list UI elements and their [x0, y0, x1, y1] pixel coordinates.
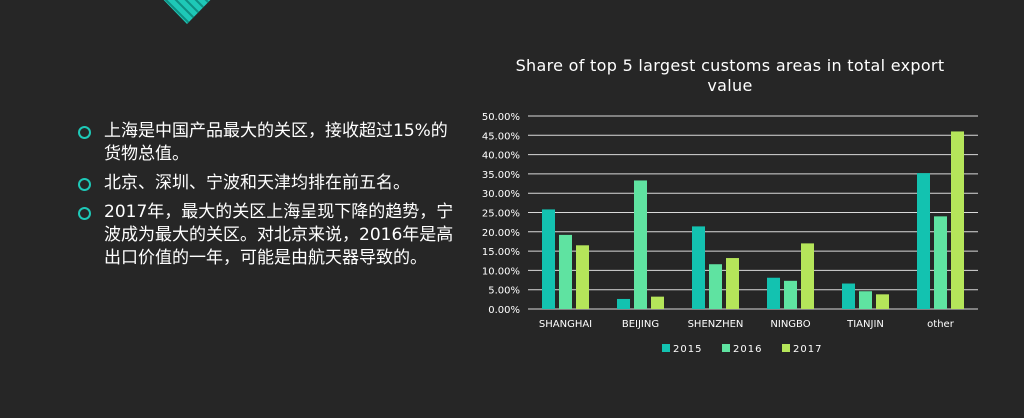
legend-swatch: [662, 344, 670, 352]
bullet-text: 北京、深圳、宁波和天津均排在前五名。: [104, 173, 410, 193]
y-tick-label: 5.00%: [488, 286, 520, 297]
bar-2015-ningbo: [767, 277, 780, 309]
bar-2016-tianjin: [859, 291, 872, 309]
legend-swatch: [782, 344, 790, 352]
bar-2017-tianjin: [876, 294, 889, 309]
y-tick-label: 40.00%: [482, 151, 520, 162]
bullet-list: 上海是中国产品最大的关区，接收超过15%的货物总值。 北京、深圳、宁波和天津均排…: [78, 120, 458, 276]
bar-2015-other: [917, 173, 930, 309]
bar-2017-beijing: [651, 296, 664, 309]
x-category-label: SHENZHEN: [688, 319, 744, 330]
bar-2017-ningbo: [801, 243, 814, 309]
x-category-label: BEIJING: [622, 319, 659, 330]
bar-2016-ningbo: [784, 280, 797, 309]
y-tick-label: 20.00%: [482, 228, 520, 239]
y-tick-label: 35.00%: [482, 170, 520, 181]
bar-2017-other: [951, 131, 964, 309]
bar-2015-shenzhen: [692, 226, 705, 309]
bullet-circle-icon: [78, 207, 91, 220]
y-tick-label: 10.00%: [482, 266, 520, 277]
legend-label: 2016: [733, 344, 762, 355]
bullet-circle-icon: [78, 178, 91, 191]
x-category-label: TIANJIN: [846, 319, 884, 330]
bullet-circle-icon: [78, 126, 91, 139]
bar-2016-shenzhen: [709, 264, 722, 309]
bar-2015-tianjin: [842, 283, 855, 309]
y-tick-label: 30.00%: [482, 189, 520, 200]
x-category-label: SHANGHAI: [539, 319, 592, 330]
bar-2017-shanghai: [576, 245, 589, 309]
teal-corner-logo: [150, 0, 224, 24]
y-tick-label: 0.00%: [488, 305, 520, 316]
legend-swatch: [722, 344, 730, 352]
y-tick-label: 50.00%: [482, 112, 520, 123]
bullet-item: 2017年，最大的关区上海呈现下降的趋势，宁波成为最大的关区。对北京来说，201…: [78, 201, 458, 270]
bar-2015-beijing: [617, 298, 630, 309]
legend-label: 2017: [793, 344, 822, 355]
bar-2016-other: [934, 216, 947, 309]
y-tick-label: 25.00%: [482, 209, 520, 220]
bar-2016-shanghai: [559, 234, 572, 309]
bar-2015-shanghai: [542, 209, 555, 309]
legend-label: 2015: [673, 344, 702, 355]
chart-title: Share of top 5 largest customs areas in …: [515, 56, 945, 95]
bullet-item: 上海是中国产品最大的关区，接收超过15%的货物总值。: [78, 120, 458, 166]
bar-2017-shenzhen: [726, 258, 739, 309]
y-tick-label: 45.00%: [482, 131, 520, 142]
x-category-label: NINGBO: [770, 319, 810, 330]
bar-2016-beijing: [634, 180, 647, 309]
y-tick-label: 15.00%: [482, 247, 520, 258]
bullet-item: 北京、深圳、宁波和天津均排在前五名。: [78, 172, 458, 195]
bullet-text: 2017年，最大的关区上海呈现下降的趋势，宁波成为最大的关区。对北京来说，201…: [104, 202, 454, 268]
bullet-text: 上海是中国产品最大的关区，接收超过15%的货物总值。: [104, 121, 448, 164]
x-category-label: other: [927, 319, 955, 330]
